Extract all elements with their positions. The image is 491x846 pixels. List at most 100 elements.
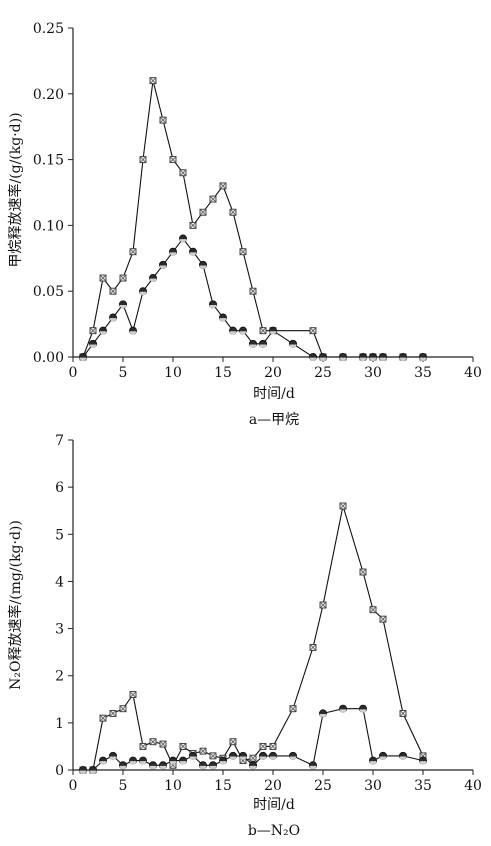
series-cross-square-line [82, 80, 423, 358]
data-point-filled-circle [208, 300, 217, 309]
data-point-filled-circle [228, 751, 237, 760]
data-point-filled-circle [148, 274, 157, 283]
data-point-filled-circle [138, 756, 147, 765]
data-point-cross-square [99, 714, 107, 722]
x-tick-label: 20 [264, 778, 282, 794]
data-point-filled-circle [138, 287, 147, 296]
data-point-filled-circle [168, 247, 177, 256]
data-point-filled-circle [119, 300, 128, 309]
panel-a-axes [72, 28, 473, 358]
data-point-cross-square [179, 169, 187, 177]
data-point-cross-square [139, 156, 147, 164]
data-point-filled-circle [338, 704, 347, 713]
x-tick-label: 30 [364, 778, 382, 794]
y-tick-label: 1 [55, 716, 64, 732]
data-point-filled-circle [119, 761, 128, 770]
data-point-filled-circle [158, 260, 167, 269]
x-tick-label: 0 [69, 365, 78, 381]
data-point-cross-square [109, 287, 117, 295]
data-point-filled-circle [418, 352, 427, 361]
data-point-cross-square [249, 754, 257, 762]
data-point-cross-square [149, 77, 157, 85]
panel-b-n2o: 0 1 2 3 4 5 6 7 0 5 10 15 20 25 30 35 40 时间/d N₂O释放速率/(… [7, 433, 482, 839]
data-point-cross-square [339, 502, 347, 510]
data-point-filled-circle [198, 260, 207, 269]
data-point-cross-square [259, 327, 267, 335]
data-point-filled-circle [308, 352, 317, 361]
data-point-cross-square [259, 742, 267, 750]
panel-b-caption: b—N₂O [248, 823, 300, 839]
data-point-cross-square [209, 195, 217, 203]
y-tick-label: 0.20 [33, 87, 64, 103]
x-tick-label: 0 [69, 778, 78, 794]
x-tick-label: 25 [314, 365, 332, 381]
data-point-cross-square [189, 221, 197, 229]
series-cross-square-line [83, 505, 424, 771]
data-point-filled-circle [418, 756, 427, 765]
x-tick-label: 35 [414, 778, 432, 794]
data-point-filled-circle [368, 756, 377, 765]
data-point-filled-circle [148, 761, 157, 770]
x-tick-label: 5 [119, 778, 128, 794]
data-point-cross-square [269, 742, 277, 750]
data-point-filled-circle [358, 704, 367, 713]
y-tick-label: 0.15 [33, 153, 64, 169]
data-point-filled-circle [368, 352, 377, 361]
y-tick-label: 4 [55, 574, 64, 590]
data-point-filled-circle [318, 352, 327, 361]
x-tick-label: 15 [214, 365, 232, 381]
data-point-filled-circle [288, 751, 297, 760]
data-point-cross-square [309, 643, 317, 651]
data-point-filled-circle [188, 751, 197, 760]
data-point-filled-circle [268, 751, 277, 760]
data-point-filled-circle [218, 756, 227, 765]
panel-b-x-ticks: 0 5 10 15 20 25 30 35 40 [69, 770, 482, 794]
data-point-filled-circle [258, 339, 267, 348]
x-tick-label: 10 [164, 365, 182, 381]
data-point-filled-circle [378, 751, 387, 760]
data-point-cross-square [249, 287, 257, 295]
panel-a-caption: a—甲烷 [249, 412, 299, 428]
panel-b-x-axis-label: 时间/d [253, 797, 295, 813]
data-point-filled-circle [308, 761, 317, 770]
y-tick-label: 7 [55, 433, 64, 449]
data-point-cross-square [89, 327, 97, 335]
x-tick-label: 10 [164, 778, 182, 794]
y-tick-label: 0 [55, 763, 64, 779]
data-point-cross-square [239, 248, 247, 256]
y-tick-label: 0.05 [33, 284, 64, 300]
data-point-filled-circle [358, 352, 367, 361]
panel-b-y-ticks: 0 1 2 3 4 5 6 7 [55, 433, 73, 779]
data-point-filled-circle [238, 751, 247, 760]
data-point-filled-circle [398, 352, 407, 361]
data-point-cross-square [119, 705, 127, 713]
data-point-filled-circle [109, 751, 118, 760]
data-point-filled-circle [238, 326, 247, 335]
data-point-cross-square [109, 709, 117, 717]
data-point-filled-circle [378, 352, 387, 361]
panel-a-x-axis-label: 时间/d [253, 386, 295, 402]
x-tick-label: 40 [464, 778, 482, 794]
data-point-cross-square [139, 742, 147, 750]
y-tick-label: 0.00 [33, 350, 64, 366]
data-point-filled-circle [158, 761, 167, 770]
y-tick-label: 0.25 [33, 21, 64, 37]
data-point-filled-circle [218, 313, 227, 322]
y-tick-label: 2 [55, 669, 64, 685]
data-point-cross-square [369, 606, 377, 614]
panel-a-series [79, 77, 427, 362]
x-tick-label: 15 [214, 778, 232, 794]
data-point-filled-circle [168, 756, 177, 765]
x-tick-label: 40 [464, 365, 482, 381]
data-point-cross-square [199, 747, 207, 755]
data-point-filled-circle [188, 247, 197, 256]
data-point-cross-square [179, 742, 187, 750]
data-point-filled-circle [99, 756, 108, 765]
x-tick-label: 25 [314, 778, 332, 794]
data-point-filled-circle [248, 339, 257, 348]
data-point-cross-square [149, 738, 157, 746]
data-point-filled-circle [109, 313, 118, 322]
y-tick-label: 0.10 [33, 218, 64, 234]
data-point-filled-circle [128, 326, 137, 335]
